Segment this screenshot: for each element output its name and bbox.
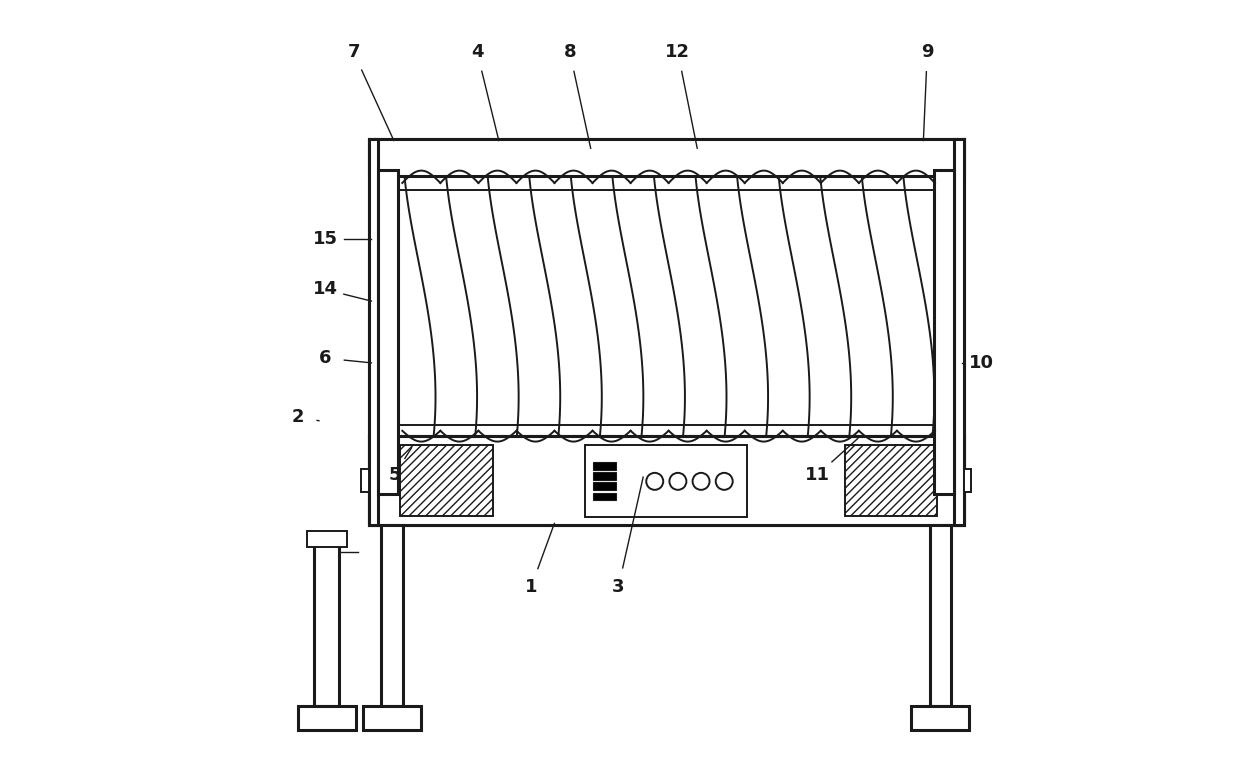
Bar: [370, 436, 963, 525]
Bar: [298, 706, 356, 730]
Bar: [378, 170, 398, 494]
Bar: [314, 533, 339, 706]
Bar: [401, 445, 492, 516]
Bar: [593, 482, 616, 490]
Bar: [844, 445, 937, 516]
Bar: [593, 462, 616, 470]
Text: 15: 15: [312, 230, 337, 249]
Text: 2: 2: [291, 408, 304, 426]
Text: 1: 1: [525, 577, 537, 596]
Bar: [930, 525, 951, 706]
Bar: [963, 469, 971, 493]
Bar: [593, 472, 616, 480]
Bar: [585, 445, 748, 517]
Bar: [382, 525, 403, 706]
Text: 5: 5: [388, 466, 401, 484]
Bar: [934, 170, 955, 494]
Bar: [911, 706, 970, 730]
Text: 12: 12: [666, 43, 691, 62]
Text: 11: 11: [805, 466, 830, 484]
Text: 10: 10: [968, 354, 993, 372]
Bar: [306, 531, 347, 547]
Text: 3: 3: [613, 577, 625, 596]
Bar: [370, 139, 963, 525]
Bar: [363, 706, 422, 730]
Bar: [955, 139, 963, 525]
Bar: [370, 139, 963, 176]
Text: 8: 8: [563, 43, 577, 62]
Bar: [361, 469, 370, 493]
Bar: [370, 139, 378, 525]
Bar: [593, 493, 616, 500]
Text: 9: 9: [921, 43, 934, 62]
Text: 7: 7: [347, 43, 360, 62]
Text: 6: 6: [319, 349, 331, 367]
Text: 14: 14: [312, 280, 337, 299]
Text: 4: 4: [471, 43, 484, 62]
